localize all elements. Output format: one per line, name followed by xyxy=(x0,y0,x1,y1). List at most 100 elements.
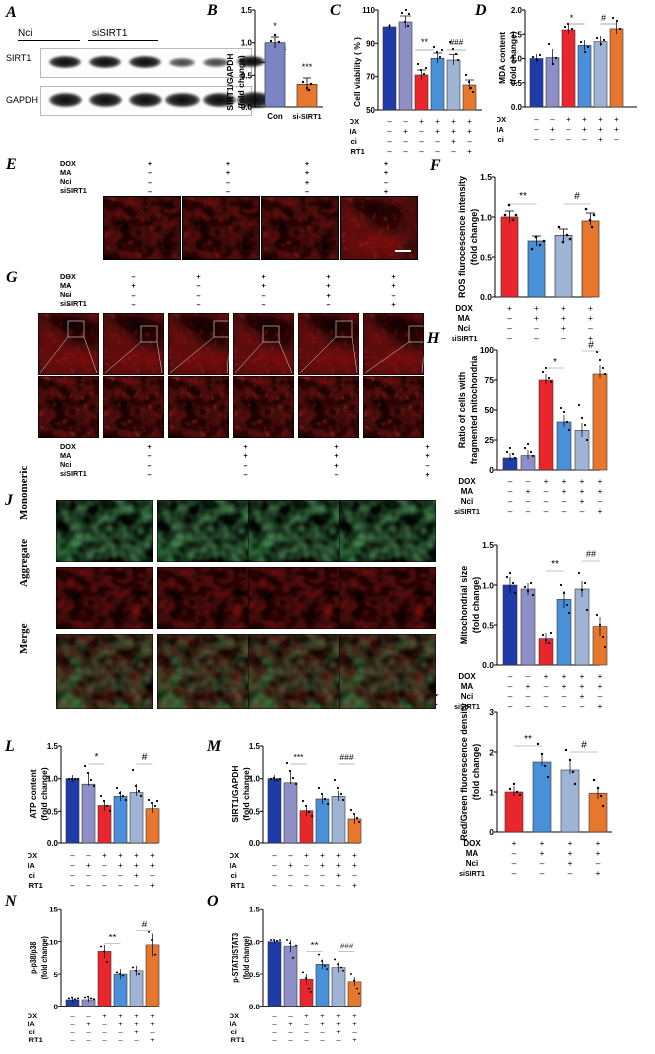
svg-text:110: 110 xyxy=(362,6,375,15)
svg-text:–: – xyxy=(336,1036,341,1044)
svg-text:–: – xyxy=(272,1012,277,1020)
svg-text:+: + xyxy=(540,838,545,848)
svg-text:**: ** xyxy=(421,37,429,47)
svg-text:**: ** xyxy=(519,191,527,202)
svg-text:+: + xyxy=(550,125,555,134)
svg-text:+: + xyxy=(598,671,603,681)
svg-text:+: + xyxy=(562,486,567,496)
svg-text:MA: MA xyxy=(28,1021,35,1027)
svg-text:1.5: 1.5 xyxy=(249,905,260,913)
svg-text:50: 50 xyxy=(485,405,495,415)
svg-text:fragmented mitochondria: fragmented mitochondria xyxy=(469,355,479,465)
svg-text:1.5: 1.5 xyxy=(47,742,59,751)
svg-text:+: + xyxy=(118,861,123,870)
svg-text:+: + xyxy=(150,1020,155,1028)
svg-text:***: *** xyxy=(302,62,313,72)
svg-text:MA: MA xyxy=(28,861,35,870)
svg-text:###: ### xyxy=(339,752,353,762)
svg-text:DOX: DOX xyxy=(458,672,476,681)
svg-text:–: – xyxy=(352,1028,357,1036)
svg-text:Ratio of cells with: Ratio of cells with xyxy=(457,372,467,449)
svg-text:–: – xyxy=(526,671,531,681)
svg-text:70: 70 xyxy=(366,73,375,82)
svg-text:–: – xyxy=(272,851,277,860)
svg-text:–: – xyxy=(70,871,75,880)
svg-text:+: + xyxy=(288,1020,293,1028)
svg-text:–: – xyxy=(134,881,139,890)
svg-text:(fold change): (fold change) xyxy=(39,936,49,980)
svg-text:Mitochondrial size: Mitochondrial size xyxy=(459,566,469,645)
svg-text:–: – xyxy=(288,1028,293,1036)
svg-text:–: – xyxy=(387,117,392,126)
svg-text:MA: MA xyxy=(230,861,237,870)
svg-text:MA: MA xyxy=(350,127,357,136)
svg-text:+: + xyxy=(352,851,357,860)
svg-text:+: + xyxy=(580,496,585,506)
svg-text:(fold change): (fold change) xyxy=(39,767,49,821)
svg-text:–: – xyxy=(288,881,293,890)
svg-text:Nci: Nci xyxy=(28,871,35,880)
svg-text:0.0: 0.0 xyxy=(482,660,494,670)
svg-text:#: # xyxy=(588,340,594,351)
svg-text:–: – xyxy=(102,1036,107,1044)
svg-text:–: – xyxy=(304,1020,309,1028)
svg-text:–: – xyxy=(118,881,123,890)
svg-text:–: – xyxy=(102,871,107,880)
svg-text:+: + xyxy=(544,671,549,681)
svg-text:+: + xyxy=(86,1020,91,1028)
svg-text:–: – xyxy=(508,506,513,516)
svg-text:2.0: 2.0 xyxy=(511,6,523,15)
svg-text:–: – xyxy=(70,861,75,870)
svg-text:–: – xyxy=(304,1028,309,1036)
svg-text:p-STAT3/STAT3: p-STAT3/STAT3 xyxy=(230,932,240,983)
svg-text:(fold change): (fold change) xyxy=(241,936,251,980)
svg-text:+: + xyxy=(566,115,571,124)
svg-text:–: – xyxy=(550,115,555,124)
svg-text:+: + xyxy=(320,861,325,870)
svg-text:–: – xyxy=(70,851,75,860)
svg-text:–: – xyxy=(320,1028,325,1036)
svg-text:MDA content: MDA content xyxy=(497,32,507,84)
svg-text:–: – xyxy=(467,137,472,146)
svg-text:+: + xyxy=(150,861,155,870)
svg-text:–: – xyxy=(534,115,539,124)
svg-text:1.5: 1.5 xyxy=(249,742,261,751)
svg-text:–: – xyxy=(403,137,408,146)
svg-text:–: – xyxy=(512,858,517,868)
svg-text:+: + xyxy=(596,838,601,848)
svg-text:–: – xyxy=(507,313,512,323)
svg-text:Nci: Nci xyxy=(230,871,237,880)
svg-text:–: – xyxy=(150,871,155,880)
svg-text:0.0: 0.0 xyxy=(249,839,261,848)
svg-text:–: – xyxy=(540,858,545,868)
svg-text:siSIRT1: siSIRT1 xyxy=(230,1038,245,1044)
svg-text:+: + xyxy=(507,303,512,313)
svg-text:ATP content: ATP content xyxy=(28,769,38,818)
svg-text:–: – xyxy=(86,1028,91,1036)
svg-text:p-p38/p38: p-p38/p38 xyxy=(28,941,38,974)
svg-text:DOX: DOX xyxy=(230,1013,240,1019)
svg-text:25: 25 xyxy=(485,435,495,445)
svg-text:+: + xyxy=(598,115,603,124)
svg-text:–: – xyxy=(451,147,456,156)
svg-text:–: – xyxy=(566,125,571,134)
svg-text:0: 0 xyxy=(489,827,494,837)
svg-text:–: – xyxy=(540,868,545,878)
svg-text:–: – xyxy=(288,1012,293,1020)
svg-text:–: – xyxy=(102,1020,107,1028)
svg-text:90: 90 xyxy=(366,39,375,48)
svg-text:+: + xyxy=(134,1020,139,1028)
svg-text:–: – xyxy=(70,1020,75,1028)
svg-text:2: 2 xyxy=(489,747,494,757)
svg-text:si-SIRT1: si-SIRT1 xyxy=(292,112,321,121)
svg-text:–: – xyxy=(272,881,277,890)
svg-text:+: + xyxy=(134,1012,139,1020)
svg-text:–: – xyxy=(419,137,424,146)
svg-text:+: + xyxy=(352,861,357,870)
svg-text:–: – xyxy=(512,868,517,878)
svg-text:Nci: Nci xyxy=(497,135,504,144)
svg-text:–: – xyxy=(272,1020,277,1028)
svg-text:+: + xyxy=(598,486,603,496)
svg-text:DOX: DOX xyxy=(458,477,476,486)
svg-text:1.5: 1.5 xyxy=(241,6,253,15)
